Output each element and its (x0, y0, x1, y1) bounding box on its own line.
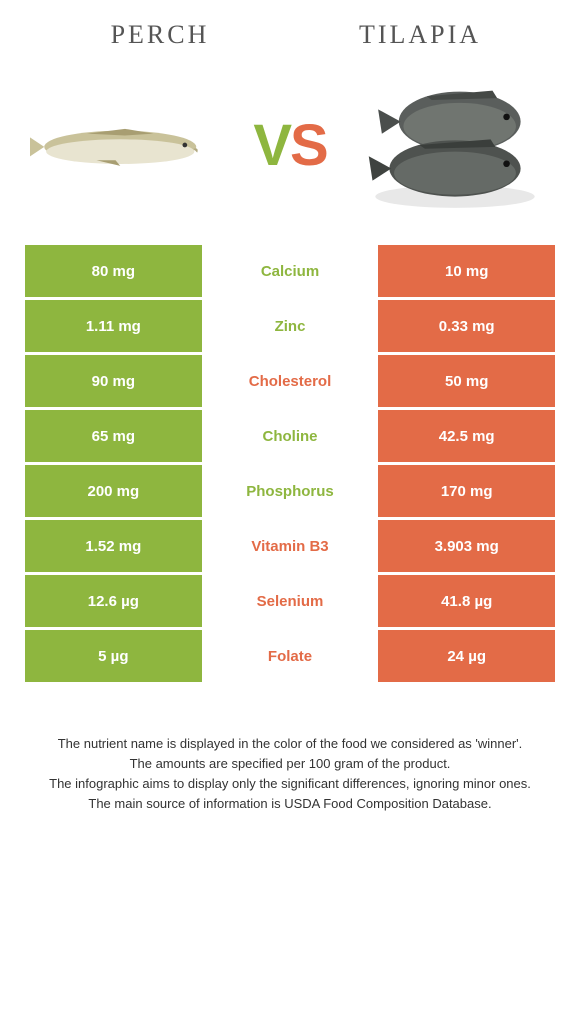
value-right: 42.5 mg (378, 410, 555, 462)
value-right: 10 mg (378, 245, 555, 297)
nutrient-label: Vitamin B3 (202, 520, 379, 572)
value-left: 1.52 mg (25, 520, 202, 572)
table-row: 200 mgPhosphorus170 mg (25, 465, 555, 517)
vs-v: V (253, 112, 290, 179)
tilapia-image (360, 70, 550, 220)
footer-line: The nutrient name is displayed in the co… (25, 735, 555, 754)
header-row: PERCH TILAPIA (0, 0, 580, 60)
vs-s: S (290, 112, 327, 179)
value-left: 5 µg (25, 630, 202, 682)
perch-image (30, 70, 220, 220)
table-row: 1.52 mgVitamin B33.903 mg (25, 520, 555, 572)
table-row: 90 mgCholesterol50 mg (25, 355, 555, 407)
value-right: 24 µg (378, 630, 555, 682)
nutrient-label: Calcium (202, 245, 379, 297)
value-left: 1.11 mg (25, 300, 202, 352)
nutrient-label: Zinc (202, 300, 379, 352)
hero-section: V S (0, 60, 580, 245)
value-left: 200 mg (25, 465, 202, 517)
table-row: 5 µgFolate24 µg (25, 630, 555, 682)
value-right: 0.33 mg (378, 300, 555, 352)
value-left: 90 mg (25, 355, 202, 407)
nutrient-label: Choline (202, 410, 379, 462)
table-row: 12.6 µgSelenium41.8 µg (25, 575, 555, 627)
footer-line: The amounts are specified per 100 gram o… (25, 755, 555, 774)
footer-notes: The nutrient name is displayed in the co… (0, 685, 580, 813)
table-row: 1.11 mgZinc0.33 mg (25, 300, 555, 352)
value-left: 80 mg (25, 245, 202, 297)
footer-line: The infographic aims to display only the… (25, 775, 555, 794)
nutrient-label: Cholesterol (202, 355, 379, 407)
table-row: 65 mgCholine42.5 mg (25, 410, 555, 462)
value-left: 12.6 µg (25, 575, 202, 627)
value-left: 65 mg (25, 410, 202, 462)
value-right: 3.903 mg (378, 520, 555, 572)
table-row: 80 mgCalcium10 mg (25, 245, 555, 297)
nutrient-label: Folate (202, 630, 379, 682)
footer-line: The main source of information is USDA F… (25, 795, 555, 814)
comparison-table: 80 mgCalcium10 mg1.11 mgZinc0.33 mg90 mg… (0, 245, 580, 682)
value-right: 50 mg (378, 355, 555, 407)
value-right: 170 mg (378, 465, 555, 517)
header-left: PERCH (60, 20, 260, 50)
vs-label: V S (253, 112, 326, 179)
header-right: TILAPIA (320, 20, 520, 50)
nutrient-label: Phosphorus (202, 465, 379, 517)
value-right: 41.8 µg (378, 575, 555, 627)
nutrient-label: Selenium (202, 575, 379, 627)
